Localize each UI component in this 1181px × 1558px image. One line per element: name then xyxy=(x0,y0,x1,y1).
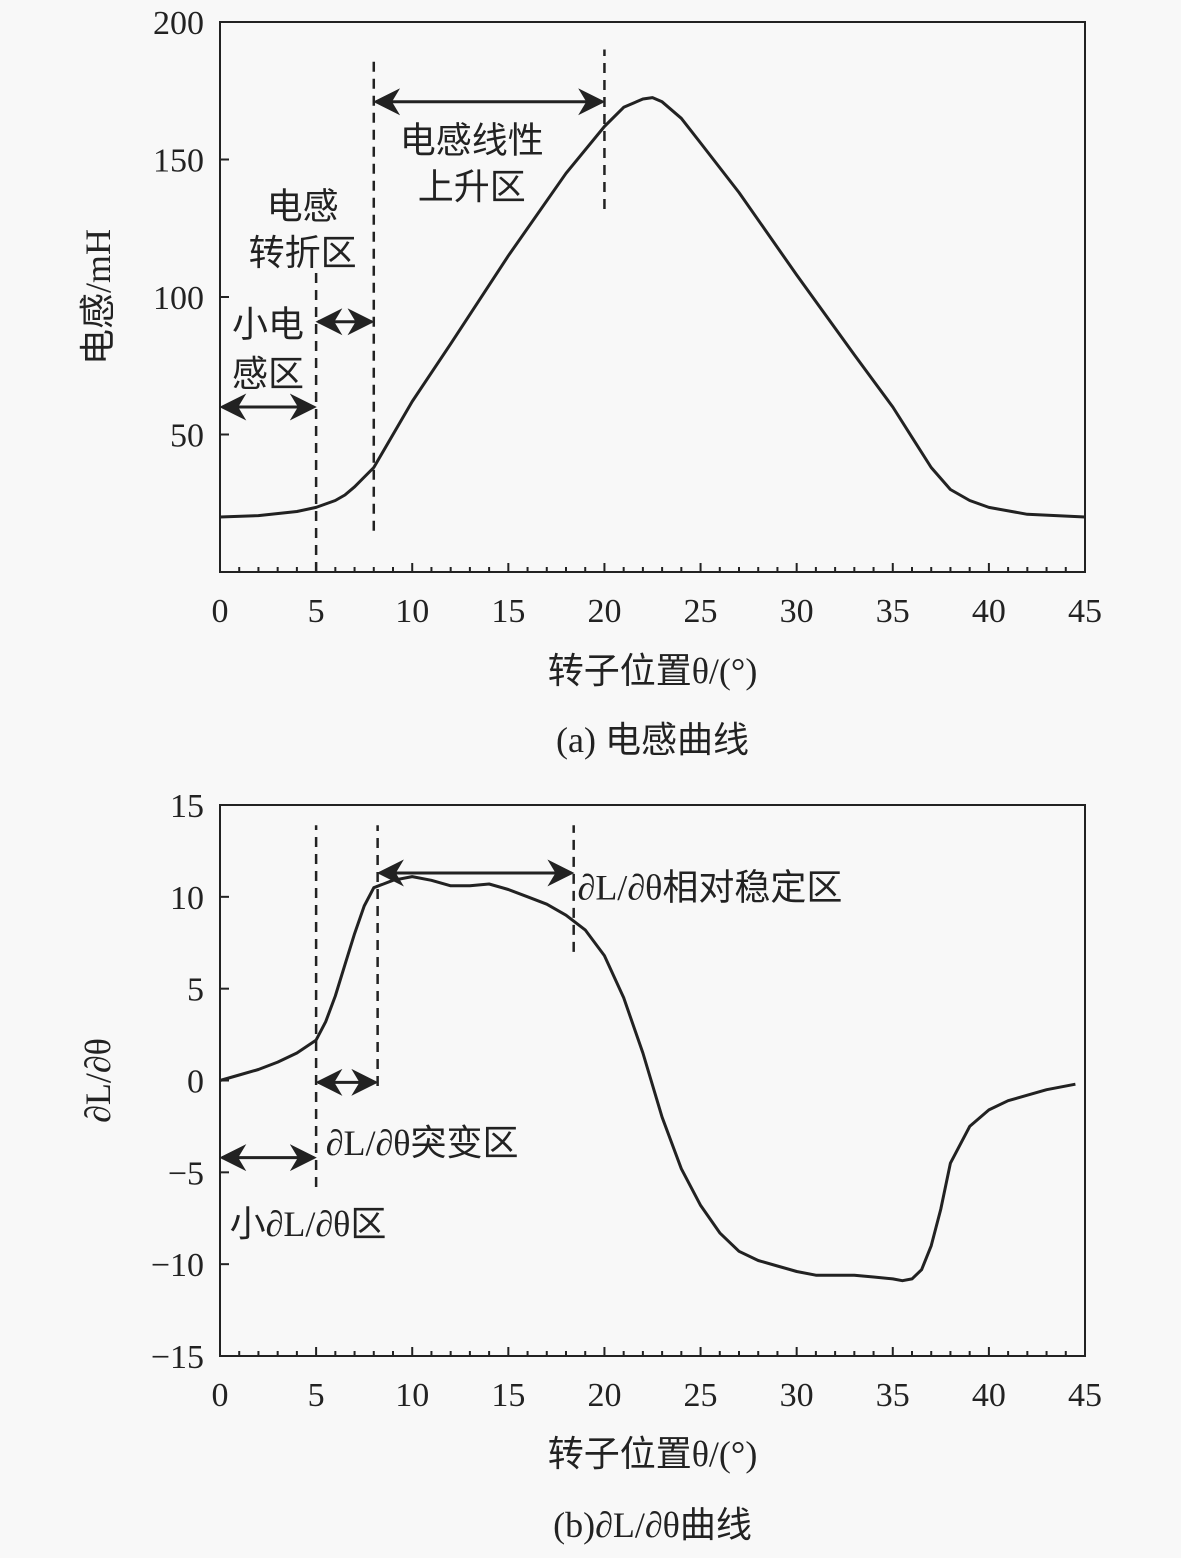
y-axis-label: 电感/mH xyxy=(78,229,118,365)
y-tick-label: 200 xyxy=(153,5,204,42)
subplot-b: 0 5 10 15 20 25 30 35 40 45 −15 −10 −5 0 5 10 15 转子位置θ/(°… xyxy=(78,788,1102,1545)
x-tick-label: 10 xyxy=(395,1377,429,1414)
subplot-a: 0 5 10 15 20 25 30 35 40 45 50 100 150 200 转子位置θ/(°) 电感… xyxy=(78,5,1102,760)
y-tick-label: −10 xyxy=(151,1247,204,1284)
x-tick-label: 5 xyxy=(308,1377,325,1414)
data-line xyxy=(219,875,1076,1283)
x-tick-label: 40 xyxy=(972,1377,1006,1414)
region-annotation: 小电 xyxy=(232,305,304,345)
x-tick-label: 45 xyxy=(1068,1377,1102,1414)
region-annotation: 电感线性 xyxy=(400,120,544,160)
region-annotation: ∂L/∂θ相对稳定区 xyxy=(578,868,843,908)
y-axis-label: ∂L/∂θ xyxy=(78,1038,118,1123)
data-line xyxy=(219,96,1086,519)
x-tick-label: 25 xyxy=(684,593,718,630)
region-annotation: 上升区 xyxy=(418,167,526,207)
region-annotation: 电感 xyxy=(267,186,339,226)
x-tick-label: 30 xyxy=(780,593,814,630)
region-annotation: 感区 xyxy=(232,354,304,394)
x-tick-label: 10 xyxy=(395,593,429,630)
x-tick-label: 30 xyxy=(780,1377,814,1414)
y-tick-label: 100 xyxy=(153,280,204,317)
y-tick-label: −15 xyxy=(151,1339,204,1376)
subplot-caption: (b)∂L/∂θ曲线 xyxy=(553,1505,752,1545)
x-tick-label: 45 xyxy=(1068,593,1102,630)
y-tick-label: 10 xyxy=(170,880,204,917)
x-tick-label: 0 xyxy=(212,593,229,630)
y-tick-label: 0 xyxy=(187,1064,204,1101)
x-tick-label: 20 xyxy=(587,593,621,630)
subplot-caption: (a) 电感曲线 xyxy=(556,720,749,760)
x-tick-label: 25 xyxy=(684,1377,718,1414)
y-tick-label: 15 xyxy=(170,788,204,825)
x-tick-label: 0 xyxy=(212,1377,229,1414)
region-annotation: 小∂L/∂θ区 xyxy=(230,1204,387,1244)
x-tick-label: 5 xyxy=(308,593,325,630)
x-tick-label: 35 xyxy=(876,593,910,630)
y-tick-label: 50 xyxy=(170,418,204,455)
y-tick-label: 150 xyxy=(153,143,204,180)
x-axis-label: 转子位置θ/(°) xyxy=(548,651,758,691)
region-annotation: ∂L/∂θ突变区 xyxy=(326,1123,519,1163)
x-axis-label: 转子位置θ/(°) xyxy=(548,1434,758,1474)
x-tick-label: 15 xyxy=(491,593,525,630)
x-tick-label: 40 xyxy=(972,593,1006,630)
x-tick-label: 20 xyxy=(587,1377,621,1414)
y-tick-label: 5 xyxy=(187,972,204,1009)
y-tick-label: −5 xyxy=(168,1155,204,1192)
x-tick-label: 15 xyxy=(491,1377,525,1414)
x-tick-label: 35 xyxy=(876,1377,910,1414)
region-annotation: 转折区 xyxy=(249,233,357,273)
